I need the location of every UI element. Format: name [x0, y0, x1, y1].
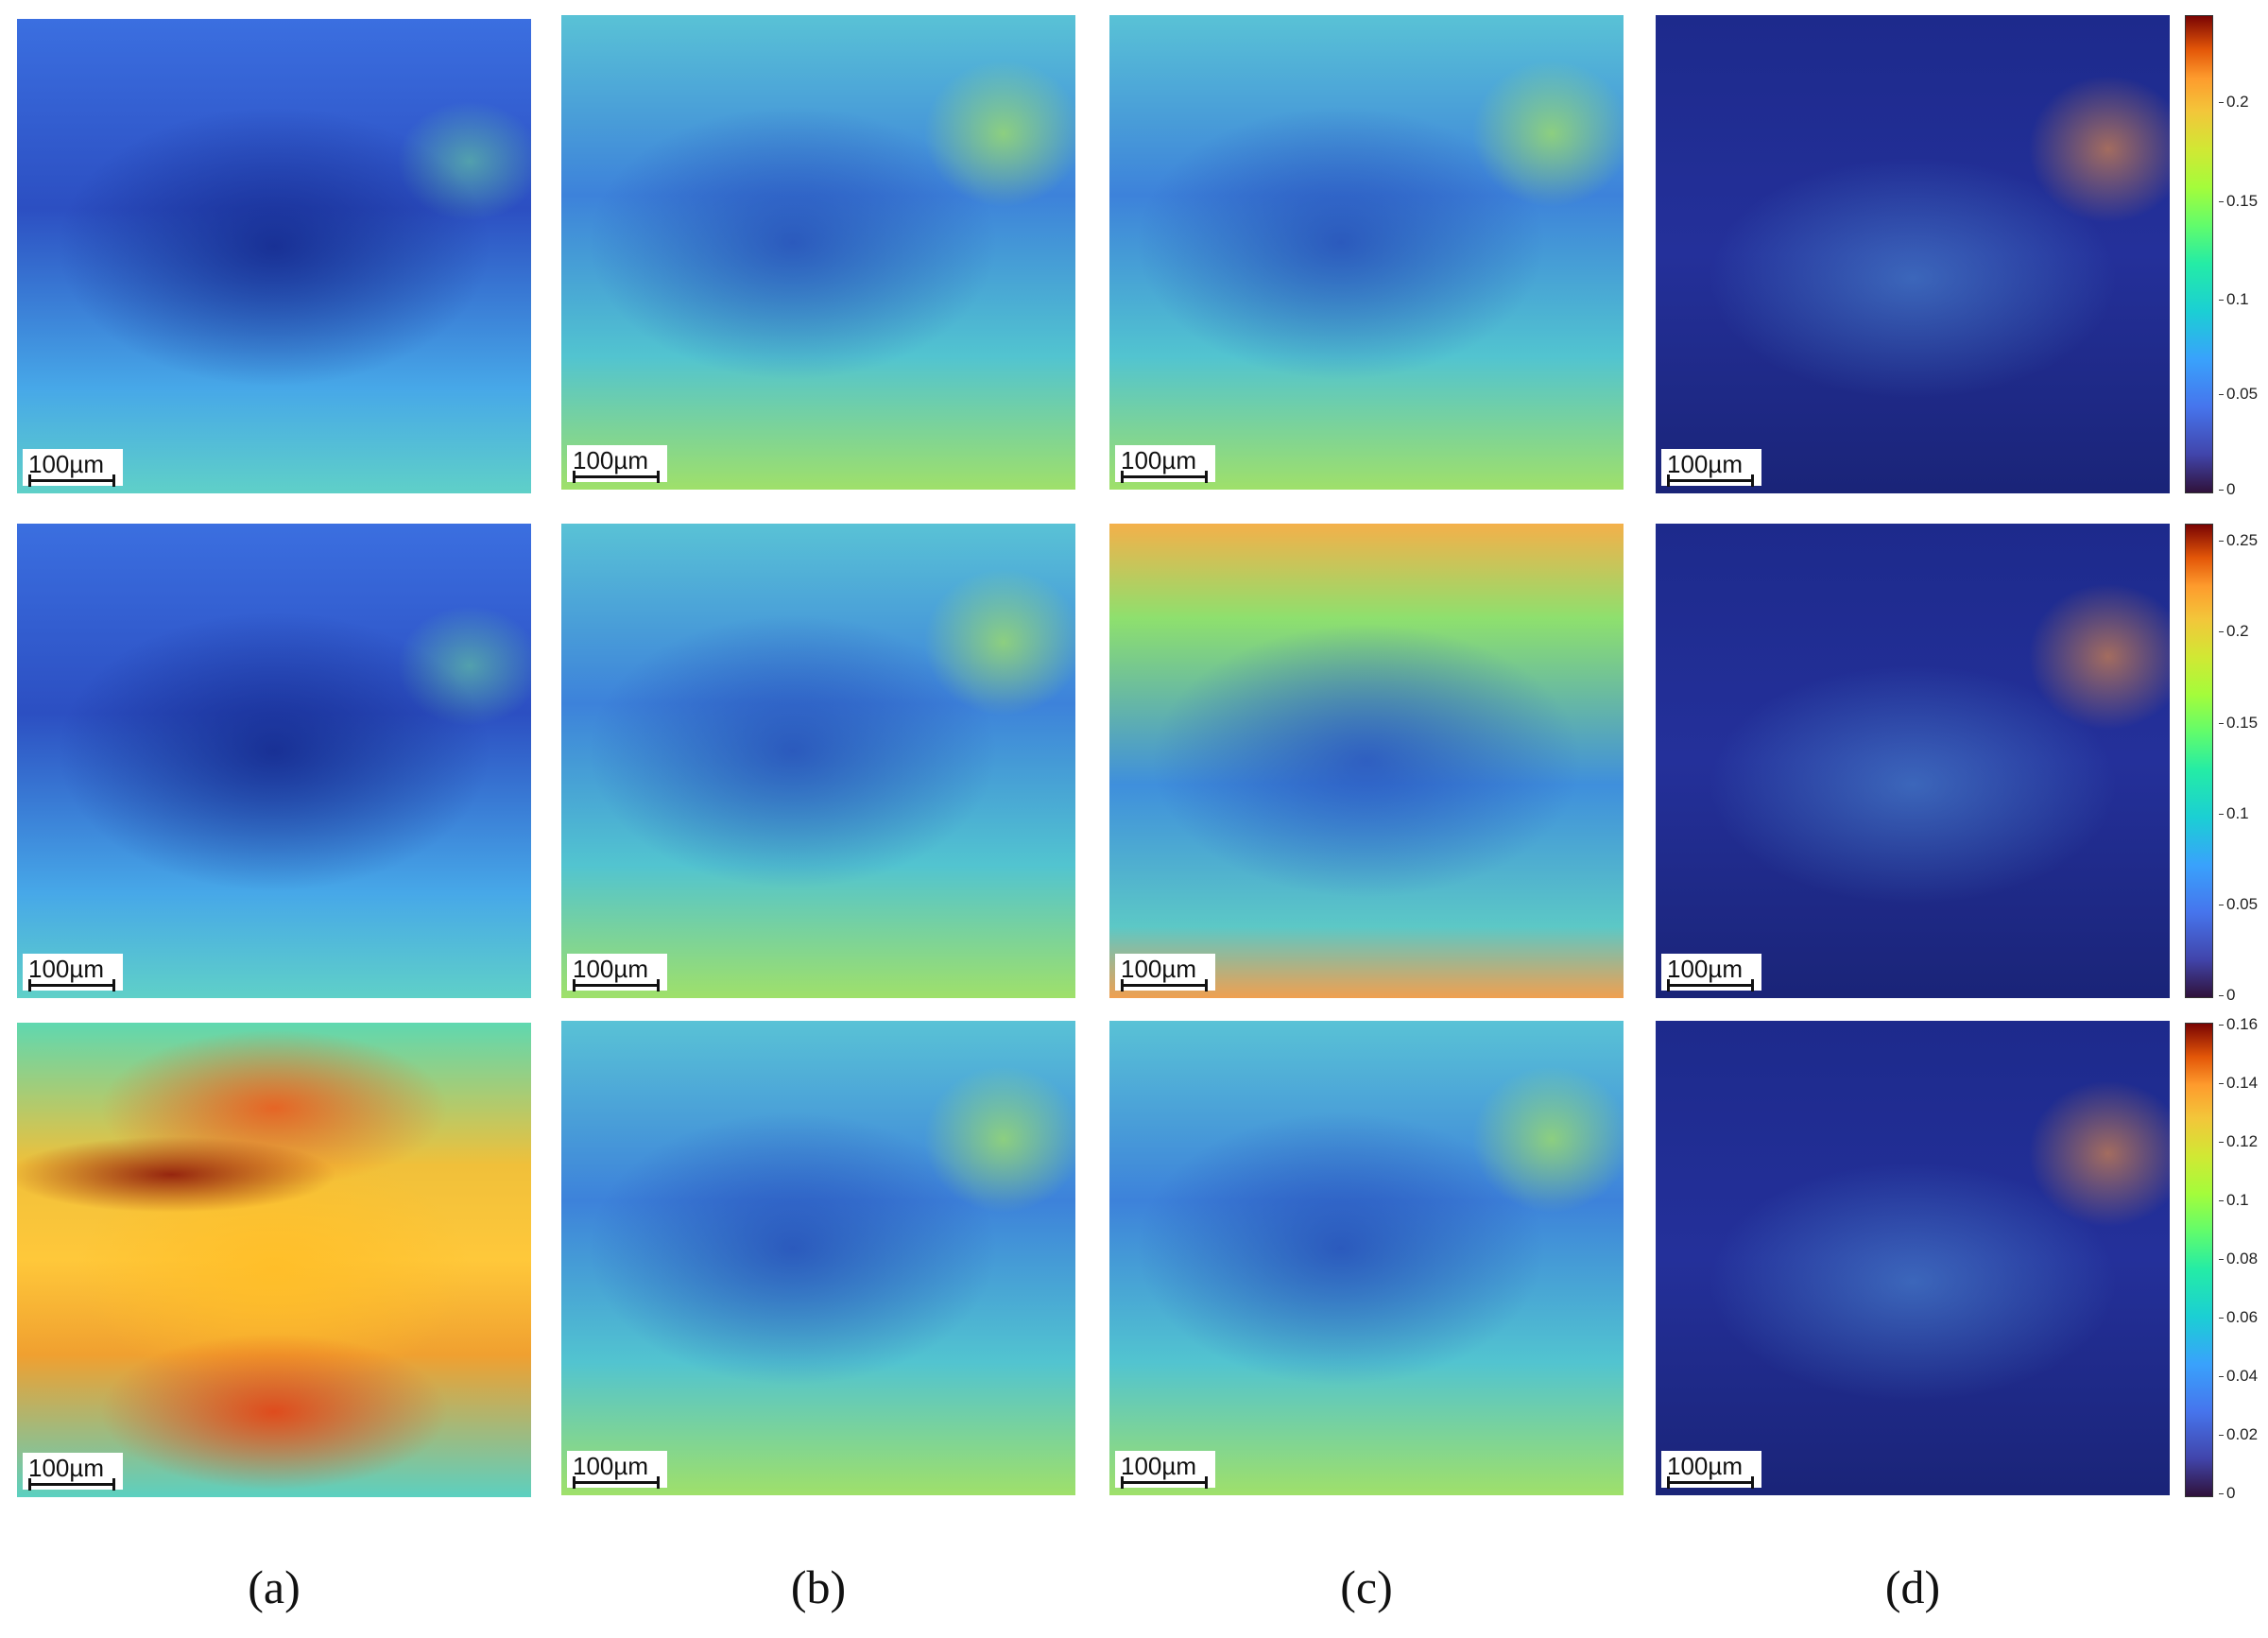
scale-bar-label: 100µm	[573, 446, 649, 474]
scale-bar-line	[1121, 979, 1208, 991]
colorbar-tick: 0.02	[2218, 1425, 2259, 1443]
map-row2-b: 100µm	[561, 524, 1075, 998]
colorbar-tick: 0.05	[2218, 385, 2259, 403]
colorbar-row3	[2185, 1023, 2213, 1497]
colorbar-tick: 0.08	[2218, 1250, 2259, 1267]
panel-label-c: (c)	[1340, 1560, 1393, 1613]
scale-bar: 100µm	[1661, 954, 1761, 991]
colorbar-tick: 0.1	[2219, 1191, 2249, 1209]
scale-bar: 100µm	[1115, 1451, 1215, 1489]
map-row3-a: 100µm	[17, 1023, 531, 1497]
scale-bar: 100µm	[1115, 445, 1215, 483]
map-row1-b: 100µm	[561, 15, 1075, 490]
colorbar-row2	[2185, 524, 2213, 998]
scale-bar-line	[1667, 1476, 1754, 1489]
scale-bar: 100µm	[567, 954, 667, 991]
map-row2-c: 100µm	[1109, 524, 1624, 998]
map-row3-d: 100µm	[1656, 1021, 2170, 1495]
map-row1-a: 100µm	[17, 19, 531, 493]
colorbar-tick: 0.06	[2218, 1308, 2259, 1326]
colorbar-tick: 0.14	[2218, 1074, 2259, 1092]
scale-bar-line	[1121, 1476, 1208, 1489]
colorbar-row1	[2185, 15, 2213, 493]
scale-bar-line	[573, 979, 660, 991]
scale-bar-label: 100µm	[28, 1454, 105, 1482]
colorbar-tick: 0.12	[2218, 1132, 2259, 1150]
scale-bar-line	[1667, 979, 1754, 991]
scale-bar-label: 100µm	[28, 450, 105, 478]
scale-bar-line	[573, 1476, 660, 1489]
scale-bar: 100µm	[23, 449, 123, 487]
panel-label-d: (d)	[1884, 1560, 1941, 1613]
colorbar-tick: 0.16	[2218, 1015, 2259, 1033]
scale-bar-label: 100µm	[1667, 955, 1744, 983]
map-row1-d: 100µm	[1656, 15, 2170, 493]
scale-bar: 100µm	[567, 445, 667, 483]
colorbar-tick: 0	[2218, 986, 2236, 1004]
scale-bar-line	[28, 474, 115, 487]
scale-bar: 100µm	[23, 954, 123, 991]
scale-bar: 100µm	[1661, 449, 1761, 487]
colorbar-tick: 0.2	[2219, 93, 2249, 111]
colorbar-tick: 0	[2218, 480, 2236, 498]
scale-bar-line	[28, 979, 115, 991]
panel-label-b: (b)	[790, 1560, 847, 1613]
colorbar-tick: 0.1	[2219, 290, 2249, 308]
scale-bar-label: 100µm	[1121, 1452, 1197, 1480]
scale-bar: 100µm	[1115, 954, 1215, 991]
scale-bar-label: 100µm	[1121, 955, 1197, 983]
scale-bar-label: 100µm	[1121, 446, 1197, 474]
colorbar-tick: 0.1	[2219, 804, 2249, 822]
colorbar-tick: 0.2	[2219, 622, 2249, 640]
scale-bar-line	[573, 471, 660, 483]
scale-bar-line	[1121, 471, 1208, 483]
scale-bar-label: 100µm	[573, 955, 649, 983]
map-row1-c: 100µm	[1109, 15, 1624, 490]
scale-bar: 100µm	[23, 1453, 123, 1491]
scale-bar: 100µm	[1661, 1451, 1761, 1489]
scale-bar: 100µm	[567, 1451, 667, 1489]
scale-bar-label: 100µm	[573, 1452, 649, 1480]
scale-bar-line	[1667, 474, 1754, 487]
scale-bar-label: 100µm	[1667, 1452, 1744, 1480]
scale-bar-label: 100µm	[28, 955, 105, 983]
colorbar-tick: 0.05	[2218, 895, 2259, 913]
colorbar-tick: 0.15	[2218, 714, 2259, 732]
panel-label-a: (a)	[248, 1560, 301, 1613]
map-row3-c: 100µm	[1109, 1021, 1624, 1495]
colorbar-tick: 0.04	[2218, 1367, 2259, 1385]
map-row2-a: 100µm	[17, 524, 531, 998]
map-row2-d: 100µm	[1656, 524, 2170, 998]
scale-bar-label: 100µm	[1667, 450, 1744, 478]
scale-bar-line	[28, 1478, 115, 1491]
colorbar-tick: 0.25	[2218, 531, 2259, 549]
map-row3-b: 100µm	[561, 1021, 1075, 1495]
colorbar-tick: 0	[2218, 1484, 2236, 1502]
colorbar-tick: 0.15	[2218, 192, 2259, 210]
